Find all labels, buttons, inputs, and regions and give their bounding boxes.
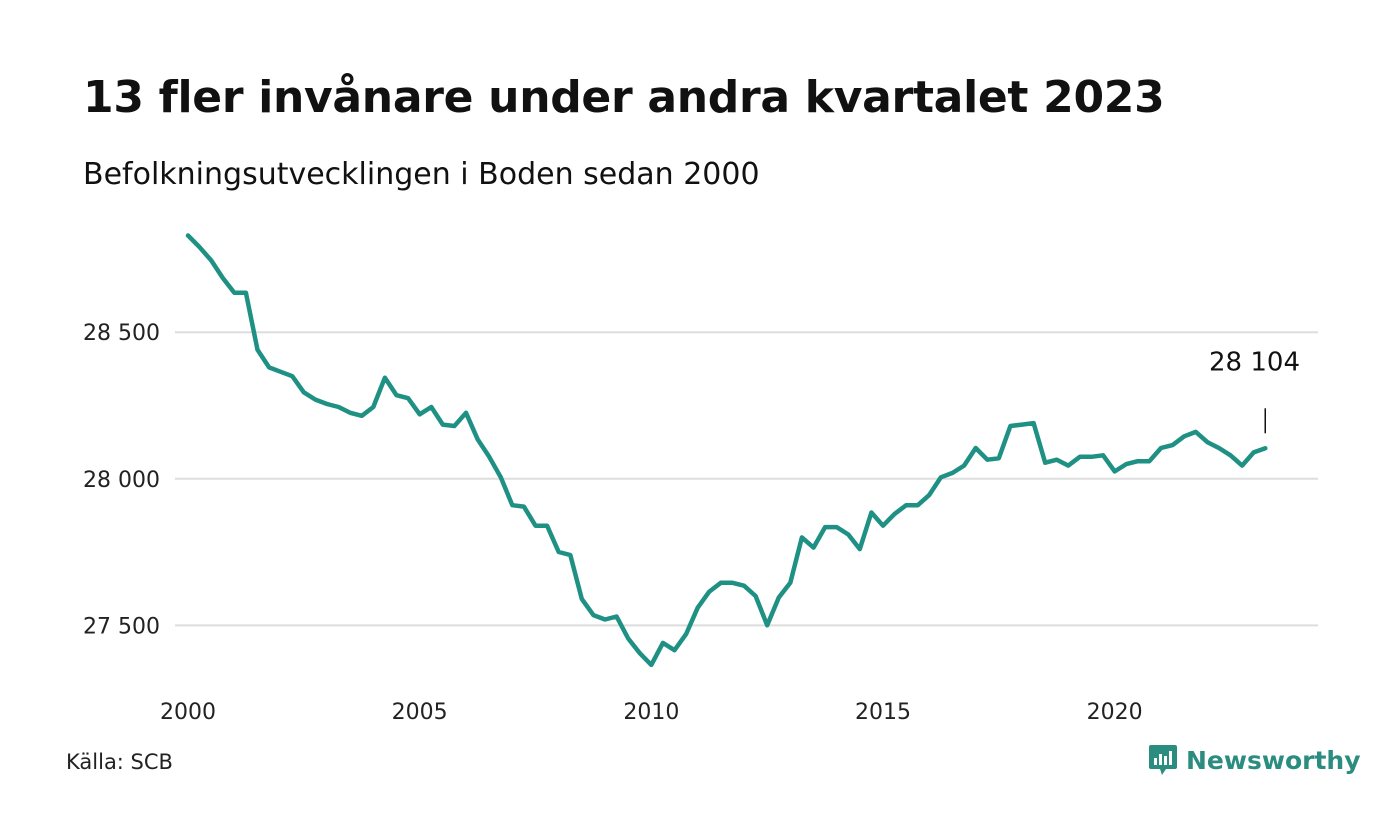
x-tick-label: 2005	[392, 700, 448, 725]
series-layer	[185, 233, 1268, 668]
y-tick-label: 27 500	[83, 614, 160, 639]
page-subtitle: Befolkningsutvecklingen i Boden sedan 20…	[83, 157, 760, 192]
x-tick-label: 2020	[1087, 700, 1143, 725]
y-axis-ticks: 27 500 28 000 28 500	[83, 321, 160, 639]
x-axis-ticks: 2000 2005 2010 2015 2020	[160, 700, 1143, 725]
x-tick-label: 2000	[160, 700, 216, 725]
grid-lines	[175, 331, 1318, 627]
page-title: 13 fler invånare under andra kvartalet 2…	[83, 72, 1165, 123]
newsworthy-logo-icon	[1149, 745, 1177, 775]
population-series-line	[185, 233, 1268, 668]
source-note: Källa: SCB	[66, 750, 173, 774]
last-value-annotation: 28 104	[1209, 347, 1300, 377]
x-tick-label: 2015	[855, 700, 911, 725]
brand: Newsworthy	[1148, 743, 1361, 777]
brand-name: Newsworthy	[1186, 745, 1361, 775]
annotation-layer: 28 104	[1209, 347, 1300, 434]
y-tick-label: 28 500	[83, 321, 160, 346]
x-tick-label: 2010	[623, 700, 679, 725]
y-tick-label: 28 000	[83, 468, 160, 493]
